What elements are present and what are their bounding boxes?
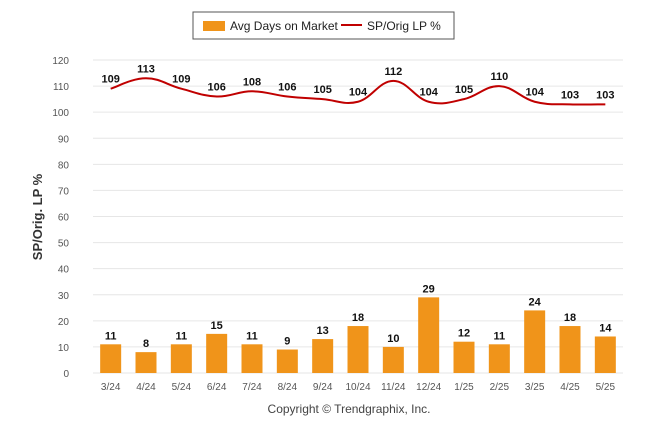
- y-tick-label: 30: [58, 291, 70, 302]
- line-data-label: 113: [137, 63, 155, 75]
- y-tick-label: 20: [58, 317, 70, 328]
- bar: [594, 336, 616, 373]
- x-tick-label: 9/24: [313, 382, 333, 393]
- line-series: [110, 77, 606, 106]
- line-data-label: 109: [101, 74, 119, 86]
- bar-data-label: 10: [387, 333, 399, 345]
- x-tick-label: 3/25: [525, 382, 545, 393]
- bar: [100, 344, 122, 373]
- bar: [382, 346, 404, 373]
- y-tick-label: 90: [58, 134, 70, 145]
- bar: [488, 344, 510, 373]
- bar-data-label: 9: [284, 336, 290, 348]
- x-tick-label: 7/24: [242, 382, 262, 393]
- line-data-label: 106: [278, 82, 296, 94]
- series-line: [110, 77, 606, 106]
- bar-data-label: 18: [352, 312, 364, 324]
- bar: [524, 310, 546, 373]
- bar-data-label: 11: [176, 330, 188, 342]
- x-tick-label: 8/24: [278, 382, 298, 393]
- line-data-label: 104: [349, 87, 368, 99]
- x-tick-label: 11/24: [381, 382, 406, 393]
- y-tick-label: 80: [58, 160, 70, 171]
- line-data-label: 110: [490, 71, 508, 83]
- y-tick-label: 60: [58, 213, 70, 224]
- x-axis: 3/24 4/24 5/24 6/24 7/24 8/24 9/24 10/24 11/24 12…: [101, 382, 616, 393]
- x-tick-label: 1/25: [454, 382, 474, 393]
- copyright-credit: Copyright © Trendgraphix, Inc.: [268, 402, 431, 416]
- bar-data-labels: 11 8 11 15 11 9 13 18 10 29 12 11 24 18 14: [105, 283, 612, 350]
- bar-data-label: 11: [246, 330, 258, 342]
- bar-data-label: 11: [494, 330, 506, 342]
- y-axis: 0 10 20 30 40 50 60 70 80 90 100 110 120: [52, 56, 69, 380]
- bar-data-label: 24: [529, 296, 542, 308]
- bar: [347, 326, 369, 373]
- x-tick-label: 3/24: [101, 382, 121, 393]
- bar: [170, 344, 192, 373]
- line-data-label: 103: [596, 89, 614, 101]
- gridlines: [93, 59, 623, 374]
- bar-data-label: 15: [211, 320, 223, 332]
- line-data-label: 109: [172, 74, 190, 86]
- bar-data-label: 13: [317, 325, 329, 337]
- legend-bar-label: Avg Days on Market: [230, 19, 338, 33]
- bar: [135, 352, 157, 373]
- bar: [453, 341, 475, 373]
- y-tick-label: 100: [52, 108, 69, 119]
- bar-data-label: 8: [143, 338, 149, 350]
- y-axis-title: SP/Orig. LP %: [30, 173, 45, 260]
- x-tick-label: 4/24: [136, 382, 156, 393]
- x-tick-label: 6/24: [207, 382, 227, 393]
- line-data-labels: 109 113 109 106 108 106 105 104 112 104 105 110 104 1…: [101, 63, 614, 101]
- x-tick-label: 5/24: [172, 382, 192, 393]
- bar-data-label: 18: [564, 312, 576, 324]
- bar: [418, 297, 440, 373]
- line-data-label: 104: [419, 87, 438, 99]
- y-tick-label: 0: [63, 369, 69, 380]
- legend-line-label: SP/Orig LP %: [367, 19, 441, 33]
- bar-data-label: 11: [105, 330, 117, 342]
- legend: Avg Days on Market SP/Orig LP %: [192, 11, 455, 40]
- line-data-label: 105: [313, 84, 331, 96]
- x-tick-label: 5/25: [596, 382, 616, 393]
- x-tick-label: 2/25: [490, 382, 510, 393]
- line-data-label: 108: [243, 76, 261, 88]
- y-tick-label: 10: [58, 343, 70, 354]
- y-tick-label: 40: [58, 265, 70, 276]
- x-tick-label: 12/24: [416, 382, 441, 393]
- bar: [559, 326, 581, 373]
- x-tick-label: 10/24: [345, 382, 370, 393]
- y-tick-label: 50: [58, 239, 70, 250]
- bar: [206, 333, 228, 373]
- bar: [312, 339, 334, 373]
- y-tick-label: 70: [58, 186, 70, 197]
- x-tick-label: 4/25: [560, 382, 580, 393]
- bar: [276, 349, 298, 373]
- y-tick-label: 120: [52, 56, 69, 67]
- bar: [241, 344, 263, 373]
- bar-data-label: 14: [599, 322, 612, 334]
- line-data-label: 106: [207, 82, 225, 94]
- legend-box: [192, 11, 455, 40]
- bar-data-label: 12: [458, 328, 470, 340]
- line-data-label: 105: [455, 84, 473, 96]
- line-data-label: 103: [561, 89, 579, 101]
- bar-data-label: 29: [423, 283, 435, 295]
- y-tick-label: 110: [53, 82, 69, 93]
- legend-bar-swatch: [203, 21, 225, 31]
- bar-series: [100, 297, 616, 373]
- line-data-label: 112: [384, 66, 402, 78]
- line-data-label: 104: [525, 87, 544, 99]
